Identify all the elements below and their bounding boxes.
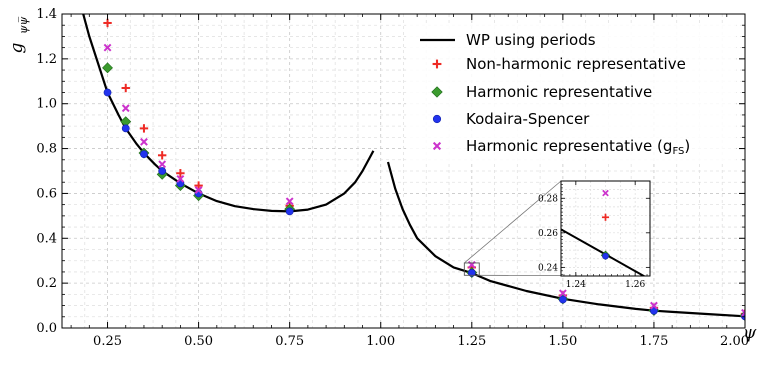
inset-plot-area: [561, 189, 646, 276]
harmonic-fs-point: [194, 186, 203, 194]
y-tick-label: 0.0: [36, 321, 57, 336]
nonharmonic-point: [121, 83, 130, 93]
inset-x-tick-label: 1.24: [566, 280, 586, 290]
y-tick-label: 0.8: [36, 142, 57, 157]
x-tick-label: 1.75: [639, 334, 668, 349]
x-tick-label: 0.50: [184, 334, 213, 349]
harmonic-fs-point-d1: [741, 308, 745, 315]
legend-label-harmonic: Harmonic representative: [466, 83, 652, 101]
wp-periods-curve: [82, 14, 375, 213]
harmonic-fs-point-d2: [103, 43, 112, 52]
x-axis-label: ψ: [743, 323, 757, 343]
legend-marker: [432, 114, 442, 124]
legend-marker: [432, 59, 442, 69]
legend-marker-kodaira: [432, 114, 442, 124]
nonharmonic-point: [194, 181, 203, 190]
harmonic-fs-point: [285, 197, 294, 206]
harmonic-point: [102, 62, 113, 74]
zoom-region-box: [463, 262, 480, 276]
y-tick-label: 0.6: [36, 186, 57, 201]
y-tick-label: 1.2: [36, 52, 57, 67]
legend-box: [406, 24, 736, 162]
legend-marker-harmonic: [431, 86, 443, 98]
inset-chart: 1.24 1.26 0.24 0.26 0.28: [538, 180, 651, 290]
harmonic-fs-point: [140, 137, 148, 146]
kodaira-spencer-point: [140, 150, 148, 159]
kodaira-spencer-point: [558, 295, 567, 304]
harmonic-fs-point-d2: [741, 311, 745, 317]
y-axis-label-main: g: [7, 42, 27, 53]
legend-label-harmonic-fs: Harmonic representative (gFS): [466, 137, 690, 157]
kodaira-spencer-point: [285, 207, 294, 216]
kodaira-spencer-point: [650, 306, 658, 315]
harmonic-fs-point: [650, 301, 658, 310]
harmonic-fs-point-d2: [285, 197, 294, 206]
harmonic-fs-point-d2: [140, 137, 148, 146]
x-tick-label: 0.75: [275, 334, 304, 349]
legend-label-kodaira: Kodaira-Spencer: [466, 110, 590, 128]
legend-marker-harmonic-fs: [432, 141, 442, 151]
inset-harmonic-fs-point-d2: [602, 189, 609, 197]
harmonic-fs-point-d2: [558, 289, 567, 298]
plot-area: [82, 14, 745, 322]
axis-ticks: [62, 13, 746, 329]
y-tick-labels: 0.0 0.2 0.4 0.6 0.8 1.0 1.2 1.4: [36, 7, 57, 336]
harmonic-fs-point-d2: [158, 160, 167, 169]
harmonic-fs-point: [558, 289, 567, 298]
y-tick-label: 1.0: [36, 97, 57, 112]
zoom-connector-top: [464, 180, 562, 264]
y-tick-label: 0.4: [36, 231, 57, 246]
legend-label-nonharmonic: Non-harmonic representative: [466, 55, 686, 73]
harmonic-fs-point: [103, 43, 112, 52]
wp-periods-curve: [386, 161, 745, 318]
harmonic-fs-point: [121, 104, 130, 113]
kodaira-spencer-point: [103, 88, 112, 97]
legend-marker: [432, 141, 442, 151]
legend-marker: [431, 86, 443, 98]
harmonic-fs-point-d2: [650, 301, 658, 310]
inset-harmonic-fs-point: [602, 189, 609, 197]
x-tick-label: 2.00: [720, 334, 749, 349]
kodaira-spencer-point: [467, 268, 476, 277]
legend-marker-d2: [432, 141, 442, 151]
nonharmonic-point: [157, 151, 167, 160]
harmonic-fs-point: [158, 160, 167, 169]
y-axis-label-sub: ψψ̅: [17, 16, 30, 34]
kodaira-spencer-point: [121, 124, 130, 133]
kodaira-spencer-point: [158, 167, 167, 175]
inset-kodaira-spencer-point: [602, 252, 609, 260]
nonharmonic-point: [139, 124, 149, 133]
nonharmonic-point: [176, 169, 185, 178]
y-axis-label: g ψψ̅: [7, 16, 30, 53]
x-tick-label: 0.25: [93, 334, 122, 349]
inset-y-tick-label: 0.26: [538, 229, 558, 239]
nonharmonic-point: [103, 18, 112, 28]
x-tick-label: 1.50: [548, 334, 577, 349]
harmonic-fs-point-d2: [194, 186, 203, 194]
harmonic-fs-point-d2: [121, 104, 130, 113]
y-tick-label: 0.2: [36, 276, 57, 291]
inset-nonharmonic-point: [601, 213, 610, 221]
harmonic-fs-point: [741, 308, 745, 317]
harmonic-fs-point-d2: [176, 174, 185, 183]
x-tick-label: 1.25: [457, 334, 486, 349]
y-tick-label: 1.4: [36, 7, 57, 22]
harmonic-fs-point: [176, 174, 185, 183]
inset-y-tick-label: 0.28: [538, 194, 558, 204]
inset-y-tick-label: 0.24: [538, 263, 558, 273]
x-tick-labels: 0.25 0.50 0.75 1.00 1.25 1.50 1.75 2.00: [93, 334, 749, 349]
legend-marker-nonharmonic: [432, 59, 442, 69]
legend-label-wp: WP using periods: [466, 31, 596, 49]
x-tick-label: 1.00: [366, 334, 395, 349]
inset-ticks: 1.24 1.26 0.24 0.26 0.28: [538, 181, 650, 290]
legend: WP using periods Non-harmonic representa…: [406, 24, 736, 162]
inset-x-tick-label: 1.26: [625, 280, 645, 290]
